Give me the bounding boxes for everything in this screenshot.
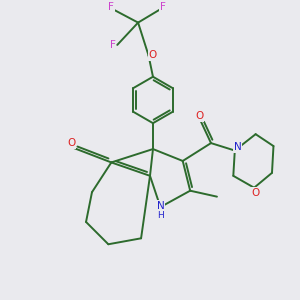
Text: O: O [251,188,260,198]
Text: O: O [67,138,75,148]
Text: F: F [160,2,166,12]
Text: O: O [149,50,157,60]
Text: N: N [234,142,242,152]
Text: N: N [157,201,164,211]
Text: H: H [157,211,164,220]
Text: O: O [195,111,203,121]
Text: F: F [110,40,116,50]
Text: F: F [108,2,114,12]
